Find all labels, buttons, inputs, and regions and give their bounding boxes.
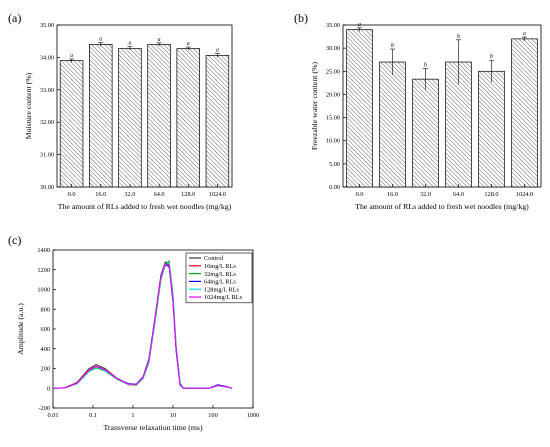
y-tick-label: 600 bbox=[41, 326, 50, 333]
significance-letter: a bbox=[128, 41, 131, 47]
x-axis-title: Transverse relaxation time (ms) bbox=[103, 423, 203, 432]
bar bbox=[118, 47, 142, 188]
y-tick-label: 30.00 bbox=[40, 184, 54, 191]
legend-label: 128mg/L RLs bbox=[204, 286, 239, 293]
bar bbox=[147, 44, 171, 188]
chart-relaxation-curves: -200 0 200 400 600 800 1000 1200 1400 0.01 0.1 1 10 1… bbox=[16, 247, 259, 432]
series-line bbox=[52, 263, 233, 389]
y-tick-label: 20.00 bbox=[326, 91, 340, 98]
significance-letter: b bbox=[457, 34, 460, 40]
y-tick-label: 0.00 bbox=[329, 184, 340, 191]
y-tick-label: 1000 bbox=[37, 287, 50, 294]
x-tick-label: 10 bbox=[170, 412, 176, 419]
significance-letter: b bbox=[490, 54, 493, 60]
y-tick-label: 0 bbox=[47, 385, 50, 392]
bar bbox=[89, 44, 113, 188]
y-tick-label: 10.00 bbox=[326, 138, 340, 145]
y-tick-label: 34.00 bbox=[40, 54, 54, 61]
bar bbox=[511, 38, 538, 188]
y-tick-label: 1200 bbox=[37, 267, 50, 274]
bar bbox=[205, 55, 230, 188]
y-tick-label: 1400 bbox=[37, 247, 50, 254]
x-tick-label: 64.0 bbox=[154, 191, 165, 198]
y-tick-label: 35.00 bbox=[326, 22, 340, 29]
panel-label-a: (a) bbox=[8, 11, 21, 25]
y-tick-label: 200 bbox=[41, 366, 50, 373]
panel-label-b: (b) bbox=[294, 11, 308, 25]
significance-letter: a bbox=[216, 48, 219, 54]
significance-letter: a bbox=[187, 41, 190, 47]
significance-letter: a bbox=[523, 31, 526, 37]
x-tick-label: 64.0 bbox=[453, 191, 464, 198]
bar bbox=[478, 70, 505, 188]
y-tick-label: 35.00 bbox=[40, 22, 54, 29]
x-tick-label: 0.1 bbox=[89, 412, 97, 419]
plot-frame bbox=[342, 24, 542, 188]
x-tick-label: 0.0 bbox=[356, 191, 364, 198]
x-tick-label: 32.0 bbox=[420, 191, 431, 198]
y-tick-label: 800 bbox=[41, 306, 50, 313]
y-axis-title: Amplitude (a.u.) bbox=[16, 303, 25, 355]
x-tick-label: 1000 bbox=[247, 412, 260, 419]
chart-freezable-water: 0.00 5.00 10.00 15.00 20.00 25.00 30.00 35.00 a 0… bbox=[310, 22, 542, 211]
x-tick-label: 16.0 bbox=[387, 191, 398, 198]
significance-letter: a bbox=[158, 37, 161, 43]
y-tick-label: 400 bbox=[41, 346, 50, 353]
x-tick-label: 16.0 bbox=[95, 191, 106, 198]
y-axis-title: Moisture content (%) bbox=[24, 72, 33, 139]
y-tick-label: 31.00 bbox=[40, 152, 54, 159]
legend-label: 32mg/L RLs bbox=[204, 271, 236, 278]
panel-label-c: (c) bbox=[8, 233, 21, 247]
x-tick-label: 1024.0 bbox=[209, 191, 226, 198]
x-axis-title: The amount of RLs added to fresh wet noo… bbox=[355, 202, 529, 211]
legend-label: 64mg/L RLs bbox=[204, 279, 236, 286]
bar bbox=[379, 61, 406, 188]
plot-frame bbox=[56, 24, 233, 188]
significance-letter: a bbox=[99, 36, 102, 42]
bar bbox=[59, 60, 84, 188]
bar bbox=[346, 29, 373, 188]
x-tick-label: 0.0 bbox=[68, 191, 76, 198]
significance-letter: a bbox=[358, 22, 361, 28]
y-tick-label: 30.00 bbox=[326, 45, 340, 52]
y-tick-label: 32.00 bbox=[40, 119, 54, 126]
significance-letter: b bbox=[424, 63, 427, 69]
bar bbox=[412, 78, 439, 188]
y-axis-title: Freezable water content (%) bbox=[310, 62, 319, 151]
x-tick-label: 128.0 bbox=[484, 191, 498, 198]
x-tick-label: 128.0 bbox=[181, 191, 195, 198]
x-tick-label: 1024.0 bbox=[516, 191, 533, 198]
legend-label: Control bbox=[204, 255, 223, 262]
significance-letter: a bbox=[70, 53, 73, 59]
y-tick-label: 25.00 bbox=[326, 68, 340, 75]
chart-moisture-content: 30.00 31.00 32.00 33.00 34.00 35.00 a 0.0 a 16.0 a… bbox=[24, 22, 233, 211]
legend-label: 1024mg/L RLs bbox=[204, 294, 243, 301]
x-tick-label: 32.0 bbox=[124, 191, 135, 198]
bar bbox=[176, 48, 200, 188]
x-tick-label: 100 bbox=[208, 412, 217, 419]
y-tick-label: 15.00 bbox=[326, 115, 340, 122]
legend-label: 16mg/L RLs bbox=[204, 263, 236, 270]
y-tick-label: 33.00 bbox=[40, 87, 54, 94]
y-tick-label: 5.00 bbox=[329, 161, 340, 168]
x-axis-title: The amount of RLs added to fresh wet noo… bbox=[58, 202, 232, 211]
legend-box bbox=[185, 252, 253, 304]
significance-letter: b bbox=[391, 43, 394, 49]
x-tick-label: 1 bbox=[131, 412, 134, 419]
y-tick-label: -200 bbox=[38, 405, 50, 412]
x-tick-label: 0.01 bbox=[47, 412, 58, 419]
